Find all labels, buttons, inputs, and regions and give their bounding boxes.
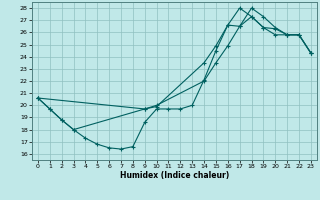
X-axis label: Humidex (Indice chaleur): Humidex (Indice chaleur) — [120, 171, 229, 180]
